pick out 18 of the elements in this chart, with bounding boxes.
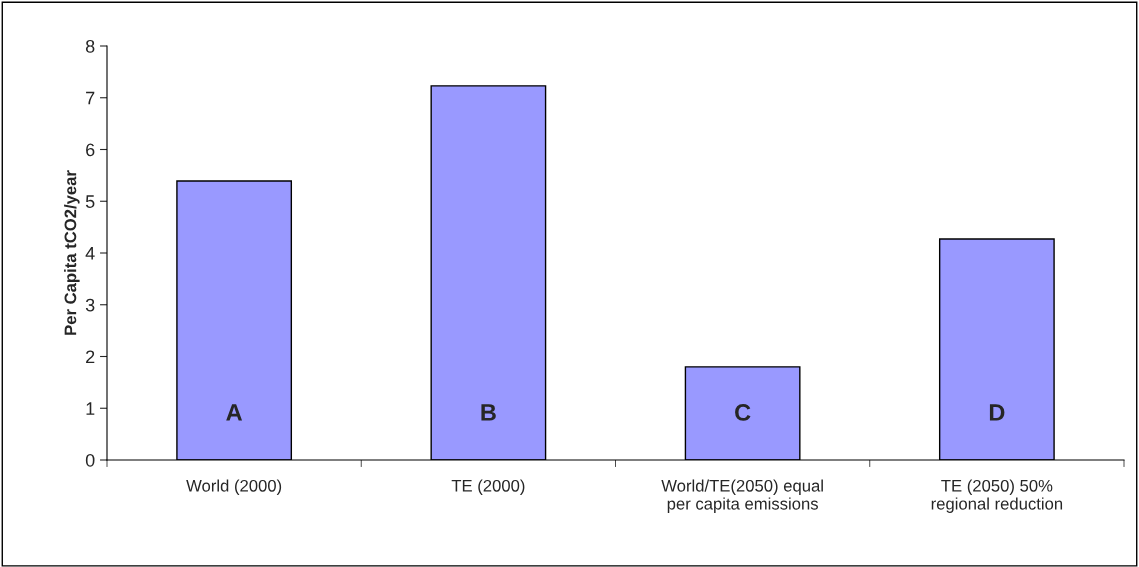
y-tick-label: 4 bbox=[85, 247, 95, 260]
x-tick-label: World (2000) bbox=[186, 479, 282, 495]
annotation: C bbox=[735, 404, 751, 421]
y-tick-label: 6 bbox=[86, 143, 95, 157]
y-tick-label: 2 bbox=[86, 350, 95, 364]
y-tick-label: 8 bbox=[85, 39, 95, 53]
x-tick-label: TE (2000) bbox=[451, 479, 525, 495]
x-tick-label: World/TE(2050) equal per capita emissions bbox=[661, 479, 823, 513]
y-tick-label: 0 bbox=[85, 453, 95, 467]
annotation: D bbox=[989, 404, 1005, 421]
y-tick-label: 5 bbox=[85, 195, 95, 208]
y-axis-title: Per Capita tCO2/year bbox=[64, 170, 80, 335]
y-tick-label: 1 bbox=[86, 402, 95, 415]
y-tick-label: 3 bbox=[85, 298, 95, 312]
annotation: A bbox=[226, 404, 243, 421]
y-tick-label: 7 bbox=[86, 91, 95, 105]
annotation: B bbox=[481, 404, 496, 421]
x-tick-label: TE (2050) 50% regional reduction bbox=[931, 479, 1063, 513]
